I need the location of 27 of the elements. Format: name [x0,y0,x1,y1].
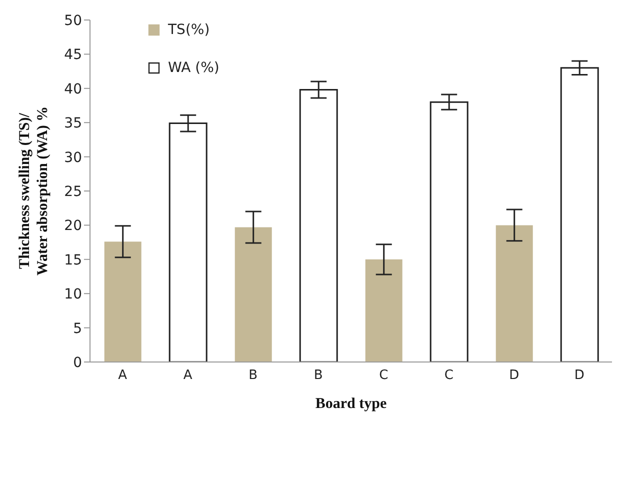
x-tick-label: D [509,368,520,384]
y-tick-label: 10 [64,286,82,303]
x-tick-label: C [444,368,454,384]
bar [234,227,272,362]
legend-label: WA (%) [168,60,220,76]
x-tick-label: A [183,368,192,384]
bar [365,259,402,362]
y-tick-label: 35 [64,116,82,132]
y-tick-label: 20 [64,218,82,234]
y-tick-label: 45 [64,47,82,64]
y-tick-label: 30 [64,150,82,166]
x-tick-label: C [379,368,388,384]
x-tick-label: A [118,368,128,384]
y-tick-label: 50 [64,12,82,29]
y-axis-title: Thickness swelling (TS)/ Water absorption (WA) % [17,106,51,276]
y-tick-label: 40 [64,81,82,98]
bar [104,242,142,362]
bar [496,225,533,362]
x-tick-label: B [314,368,323,384]
y-tick-label: 25 [64,184,82,200]
x-tick-label: D [574,368,584,384]
y-tick-label: 5 [73,320,82,337]
y-tick-label: 0 [73,354,82,371]
y-tick-label: 15 [64,252,82,268]
legend-label: TS(%) [168,22,210,38]
x-axis-title: Board type [315,396,387,412]
x-tick-label: B [248,368,258,384]
